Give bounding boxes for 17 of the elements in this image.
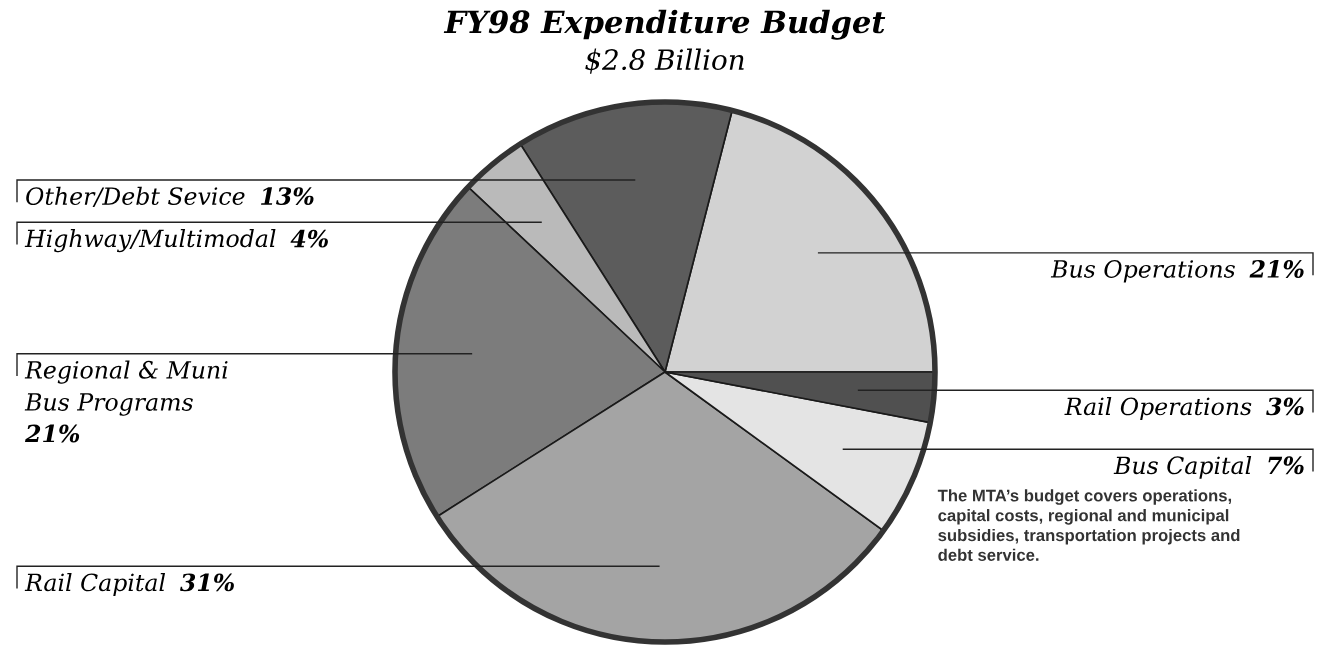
slice-label: Bus Capital [1113,455,1252,479]
text: The MTA’s budget covers operations, capital costs, regional and municipal subsidies, transportation projects and debt service. [937,489,1240,561]
slice-label: Rail Capital [24,573,166,596]
slice-label: Bus Operations [1050,260,1235,283]
data-label: 31% [180,573,234,592]
data-label: 21% [24,424,80,443]
slice-label: Rail Operations [1064,397,1252,420]
slice-label: Other/Debt Sevice [26,186,245,207]
data-label: 13% [261,187,314,206]
chart-subtitle: $2.8 Billion [585,48,744,74]
chart-title: FY98 Expenditure Budget [443,9,886,40]
data-label: 21% [1249,260,1304,278]
data-label: 4% [290,229,328,248]
slice-label: Regional & Muni Bus Programs [24,360,228,416]
data-label: 7% [1268,456,1304,475]
slice-label: Highway/Multimodal [24,228,276,253]
data-label: 3% [1266,397,1304,416]
